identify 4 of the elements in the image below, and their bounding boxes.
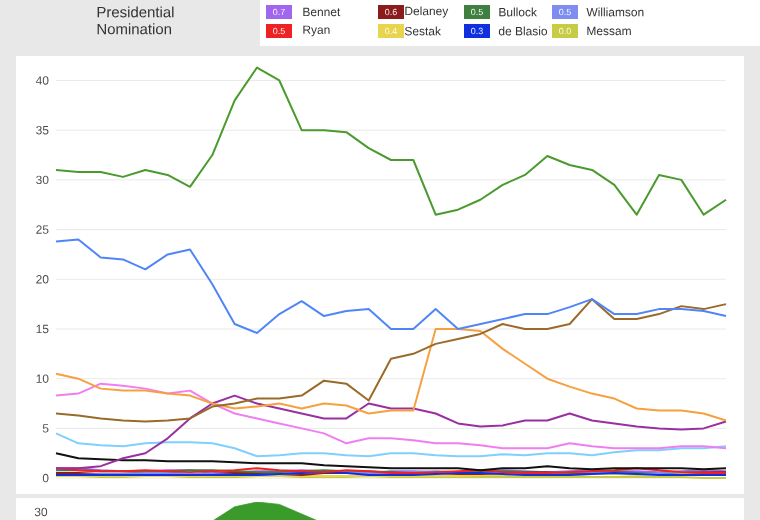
line-series [55, 432, 728, 458]
line-series [55, 327, 728, 422]
line-series [55, 66, 728, 216]
line-series [55, 298, 728, 423]
